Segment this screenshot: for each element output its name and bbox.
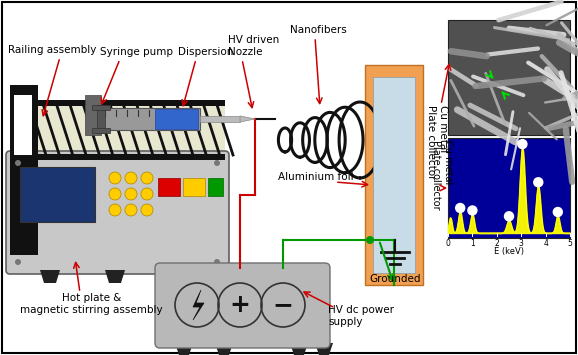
Bar [158, 178, 180, 196]
Circle shape [468, 206, 477, 215]
Circle shape [366, 236, 374, 244]
Text: 2: 2 [494, 239, 499, 248]
Bar [92, 105, 110, 110]
Text: Dispersion: Dispersion [178, 47, 234, 57]
Bar [14, 95, 32, 155]
Text: HV driven
Nozzle: HV driven Nozzle [228, 36, 279, 57]
Text: 3: 3 [519, 239, 524, 248]
FancyBboxPatch shape [155, 263, 330, 348]
Circle shape [141, 188, 153, 200]
Bar [208, 178, 223, 196]
Bar [38, 105, 225, 155]
Text: −: − [272, 293, 294, 317]
Circle shape [455, 203, 465, 213]
Polygon shape [290, 343, 308, 355]
Polygon shape [193, 290, 204, 320]
Text: Hot plate &
magnetic stirring assembly: Hot plate & magnetic stirring assembly [20, 293, 162, 315]
Circle shape [125, 204, 137, 216]
Bar [448, 138, 570, 238]
Text: Syringe pump: Syringe pump [100, 47, 173, 57]
Circle shape [518, 140, 527, 149]
Bar [200, 116, 240, 122]
Polygon shape [105, 270, 125, 283]
Bar [97, 105, 105, 133]
Circle shape [141, 204, 153, 216]
Bar [365, 65, 423, 285]
Bar [373, 77, 415, 273]
Text: Cu metal
Plate collector: Cu metal Plate collector [426, 105, 447, 180]
Text: Nanofibers: Nanofibers [290, 25, 347, 35]
Text: Aluminium foil: Aluminium foil [278, 172, 354, 182]
Bar [448, 20, 570, 135]
Text: Railing assembly: Railing assembly [8, 45, 97, 55]
Polygon shape [240, 116, 255, 122]
Text: HV dc power
supply: HV dc power supply [328, 305, 394, 327]
Polygon shape [175, 343, 193, 355]
Text: Grounded: Grounded [369, 274, 421, 284]
Circle shape [109, 172, 121, 184]
Circle shape [505, 212, 513, 221]
Circle shape [125, 172, 137, 184]
Bar [38, 154, 225, 160]
Text: 1: 1 [470, 239, 475, 248]
Text: Cu metal
Plate collector: Cu metal Plate collector [431, 140, 453, 210]
Text: 4: 4 [543, 239, 548, 248]
Circle shape [214, 160, 220, 166]
Bar [38, 100, 225, 106]
Text: E (keV): E (keV) [494, 247, 524, 256]
Polygon shape [170, 270, 190, 283]
Circle shape [15, 160, 21, 166]
Circle shape [141, 172, 153, 184]
Bar [100, 108, 200, 130]
Polygon shape [315, 343, 333, 355]
Circle shape [109, 204, 121, 216]
Circle shape [533, 178, 543, 187]
Bar [183, 178, 205, 196]
Polygon shape [40, 270, 60, 283]
Text: +: + [229, 293, 250, 317]
Bar [92, 128, 110, 133]
Circle shape [553, 208, 562, 217]
Bar [85, 95, 101, 135]
Bar [20, 167, 95, 222]
Circle shape [214, 259, 220, 265]
FancyBboxPatch shape [6, 151, 229, 274]
Polygon shape [215, 343, 233, 355]
Bar [10, 85, 38, 255]
Bar [155, 109, 198, 129]
Circle shape [125, 188, 137, 200]
Text: 5: 5 [568, 239, 572, 248]
Circle shape [109, 188, 121, 200]
Circle shape [15, 259, 21, 265]
Text: 0: 0 [446, 239, 450, 248]
